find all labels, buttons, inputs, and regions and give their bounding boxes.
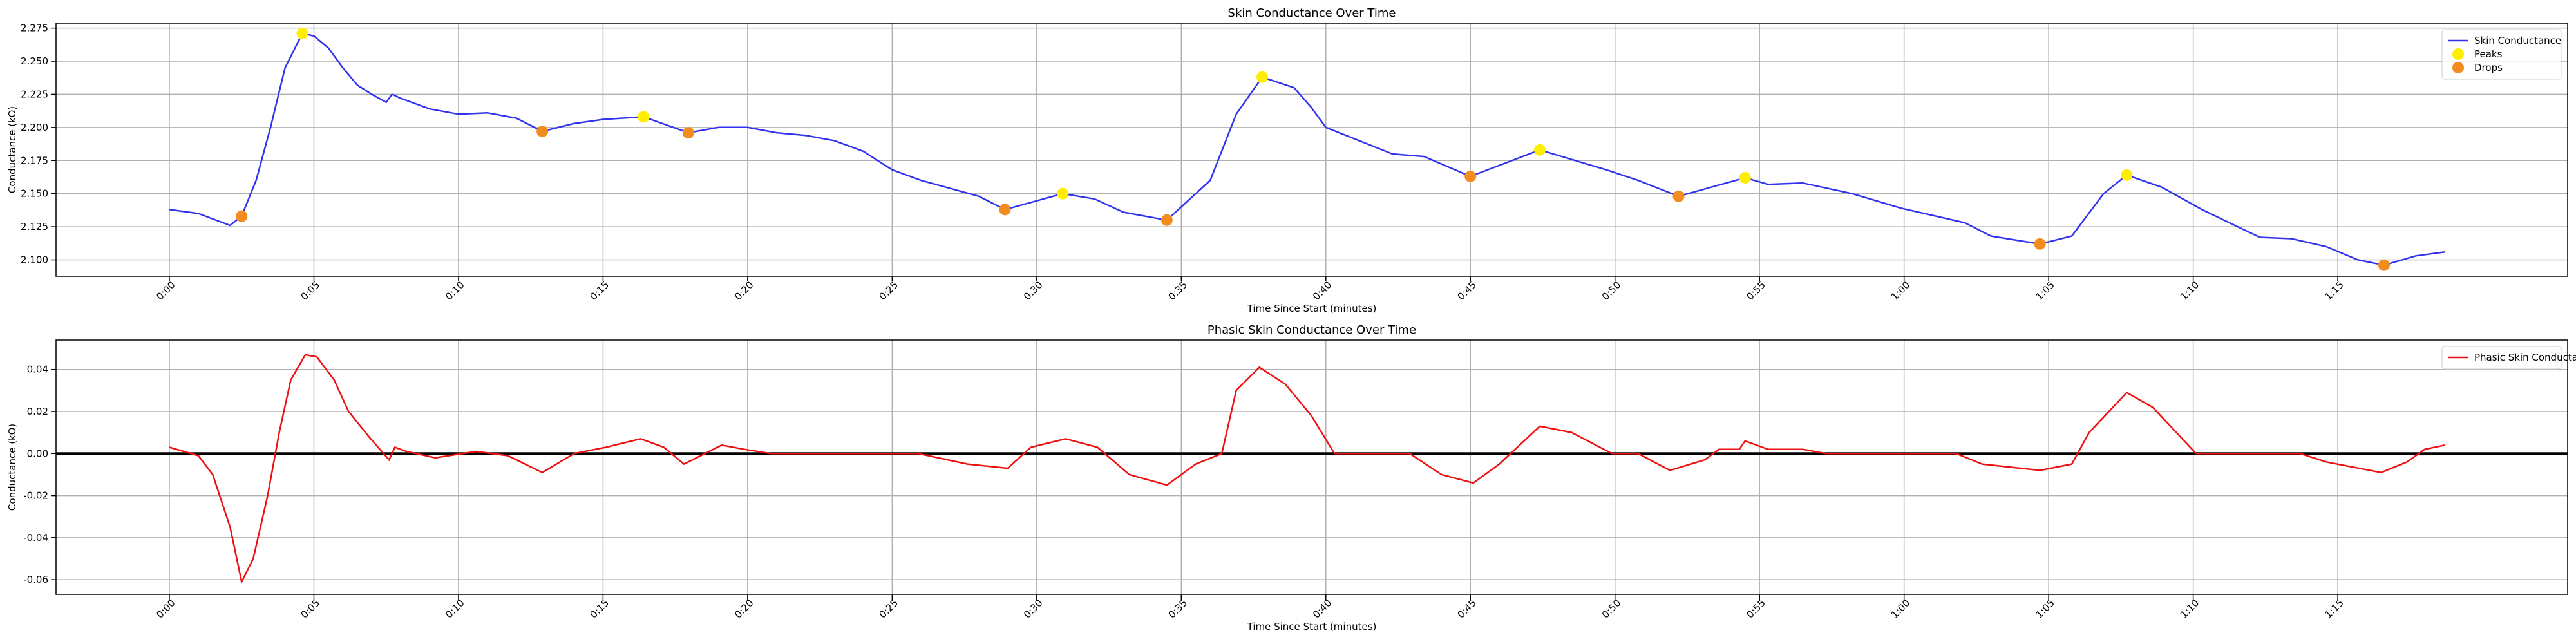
legend-swatch: [2452, 48, 2464, 60]
y-tick-label: 2.100: [21, 254, 48, 265]
y-axis-label: Conductance (kΩ): [6, 424, 18, 511]
x-tick-label: 0:15: [588, 279, 612, 303]
legend-swatch: [2452, 62, 2464, 73]
y-tick-label: 2.250: [21, 55, 48, 67]
x-tick-label: 0:15: [588, 597, 612, 621]
x-tick-label: 0:05: [299, 597, 323, 621]
x-tick-label: 1:00: [1889, 597, 1913, 621]
point: [2378, 259, 2390, 271]
chart-title: Phasic Skin Conductance Over Time: [1208, 323, 1416, 337]
point: [296, 27, 308, 39]
plot-frame: [55, 23, 2568, 277]
point: [1672, 190, 1685, 202]
point: [536, 126, 549, 138]
legend-label: Skin Conductance: [2474, 35, 2561, 46]
y-tick-label: 2.225: [21, 88, 48, 100]
x-tick-label: 0:40: [1311, 279, 1334, 303]
point: [2034, 238, 2046, 250]
x-tick-label: 1:15: [2322, 279, 2346, 303]
x-tick-label: 1:00: [1889, 279, 1913, 303]
x-tick-label: 0:25: [877, 597, 901, 621]
x-tick-label: 0:55: [1744, 597, 1768, 621]
y-tick-label: -0.02: [23, 490, 48, 502]
y-tick-label: 2.200: [21, 122, 48, 133]
x-tick-label: 0:10: [443, 597, 467, 621]
x-tick-label: 0:55: [1744, 279, 1768, 303]
x-tick-label: 0:00: [154, 597, 178, 621]
x-tick-label: 1:05: [2033, 597, 2057, 621]
x-tick-label: 1:05: [2033, 279, 2057, 303]
legend-label: Phasic Skin Conductance: [2474, 352, 2576, 363]
y-tick-label: 0.04: [27, 364, 48, 375]
x-tick-label: 0:35: [1166, 597, 1189, 621]
y-tick-label: 2.175: [21, 155, 48, 166]
y-tick-label: -0.04: [23, 532, 48, 544]
series-line: [169, 354, 2445, 585]
y-tick-label: 0.02: [27, 406, 48, 417]
point: [1533, 144, 1546, 156]
legend-label: Drops: [2474, 62, 2503, 73]
x-tick-label: 0:20: [732, 279, 756, 303]
point: [1057, 187, 1069, 200]
y-tick-label: 2.150: [21, 188, 48, 200]
point: [999, 204, 1011, 216]
point: [1464, 170, 1477, 182]
x-tick-label: 0:45: [1455, 279, 1479, 303]
x-tick-label: 1:15: [2322, 597, 2346, 621]
x-tick-label: 0:05: [299, 279, 323, 303]
x-tick-label: 0:00: [154, 279, 178, 303]
x-tick-label: 0:40: [1311, 597, 1334, 621]
x-tick-label: 0:35: [1166, 279, 1189, 303]
legend: Skin Conductance Peaks Drops: [2441, 29, 2562, 80]
y-tick-label: 0.00: [27, 448, 48, 459]
x-tick-label: 1:10: [2178, 279, 2202, 303]
chart-title: Skin Conductance Over Time: [1228, 6, 1396, 20]
point: [1739, 171, 1751, 184]
y-tick-label: -0.06: [23, 574, 48, 585]
point: [236, 210, 248, 222]
legend-box: [2441, 346, 2562, 370]
legend-box: [2441, 29, 2562, 80]
x-tick-label: 0:45: [1455, 597, 1479, 621]
x-tick-label: 0:50: [1600, 279, 1624, 303]
y-tick-label: 2.125: [21, 221, 48, 232]
series-line: [169, 32, 2445, 266]
x-tick-label: 0:25: [877, 279, 901, 303]
x-tick-label: 0:30: [1021, 597, 1045, 621]
x-tick-label: 1:10: [2178, 597, 2202, 621]
point: [682, 127, 694, 139]
point: [2121, 169, 2133, 181]
plot-frame: [55, 339, 2568, 595]
x-tick-label: 0:20: [732, 597, 756, 621]
legend-label: Peaks: [2474, 48, 2503, 60]
x-axis-label: Time Since Start (minutes): [1247, 303, 1377, 314]
x-tick-label: 0:30: [1021, 279, 1045, 303]
x-axis-label: Time Since Start (minutes): [1247, 621, 1377, 632]
y-axis-label: Conductance (kΩ): [6, 106, 18, 193]
point: [1256, 71, 1269, 83]
y-tick-label: 2.275: [21, 23, 48, 34]
point: [638, 111, 650, 123]
x-tick-label: 0:50: [1600, 597, 1624, 621]
x-tick-label: 0:10: [443, 279, 467, 303]
legend: Phasic Skin Conductance: [2441, 346, 2576, 370]
point: [1160, 214, 1173, 226]
